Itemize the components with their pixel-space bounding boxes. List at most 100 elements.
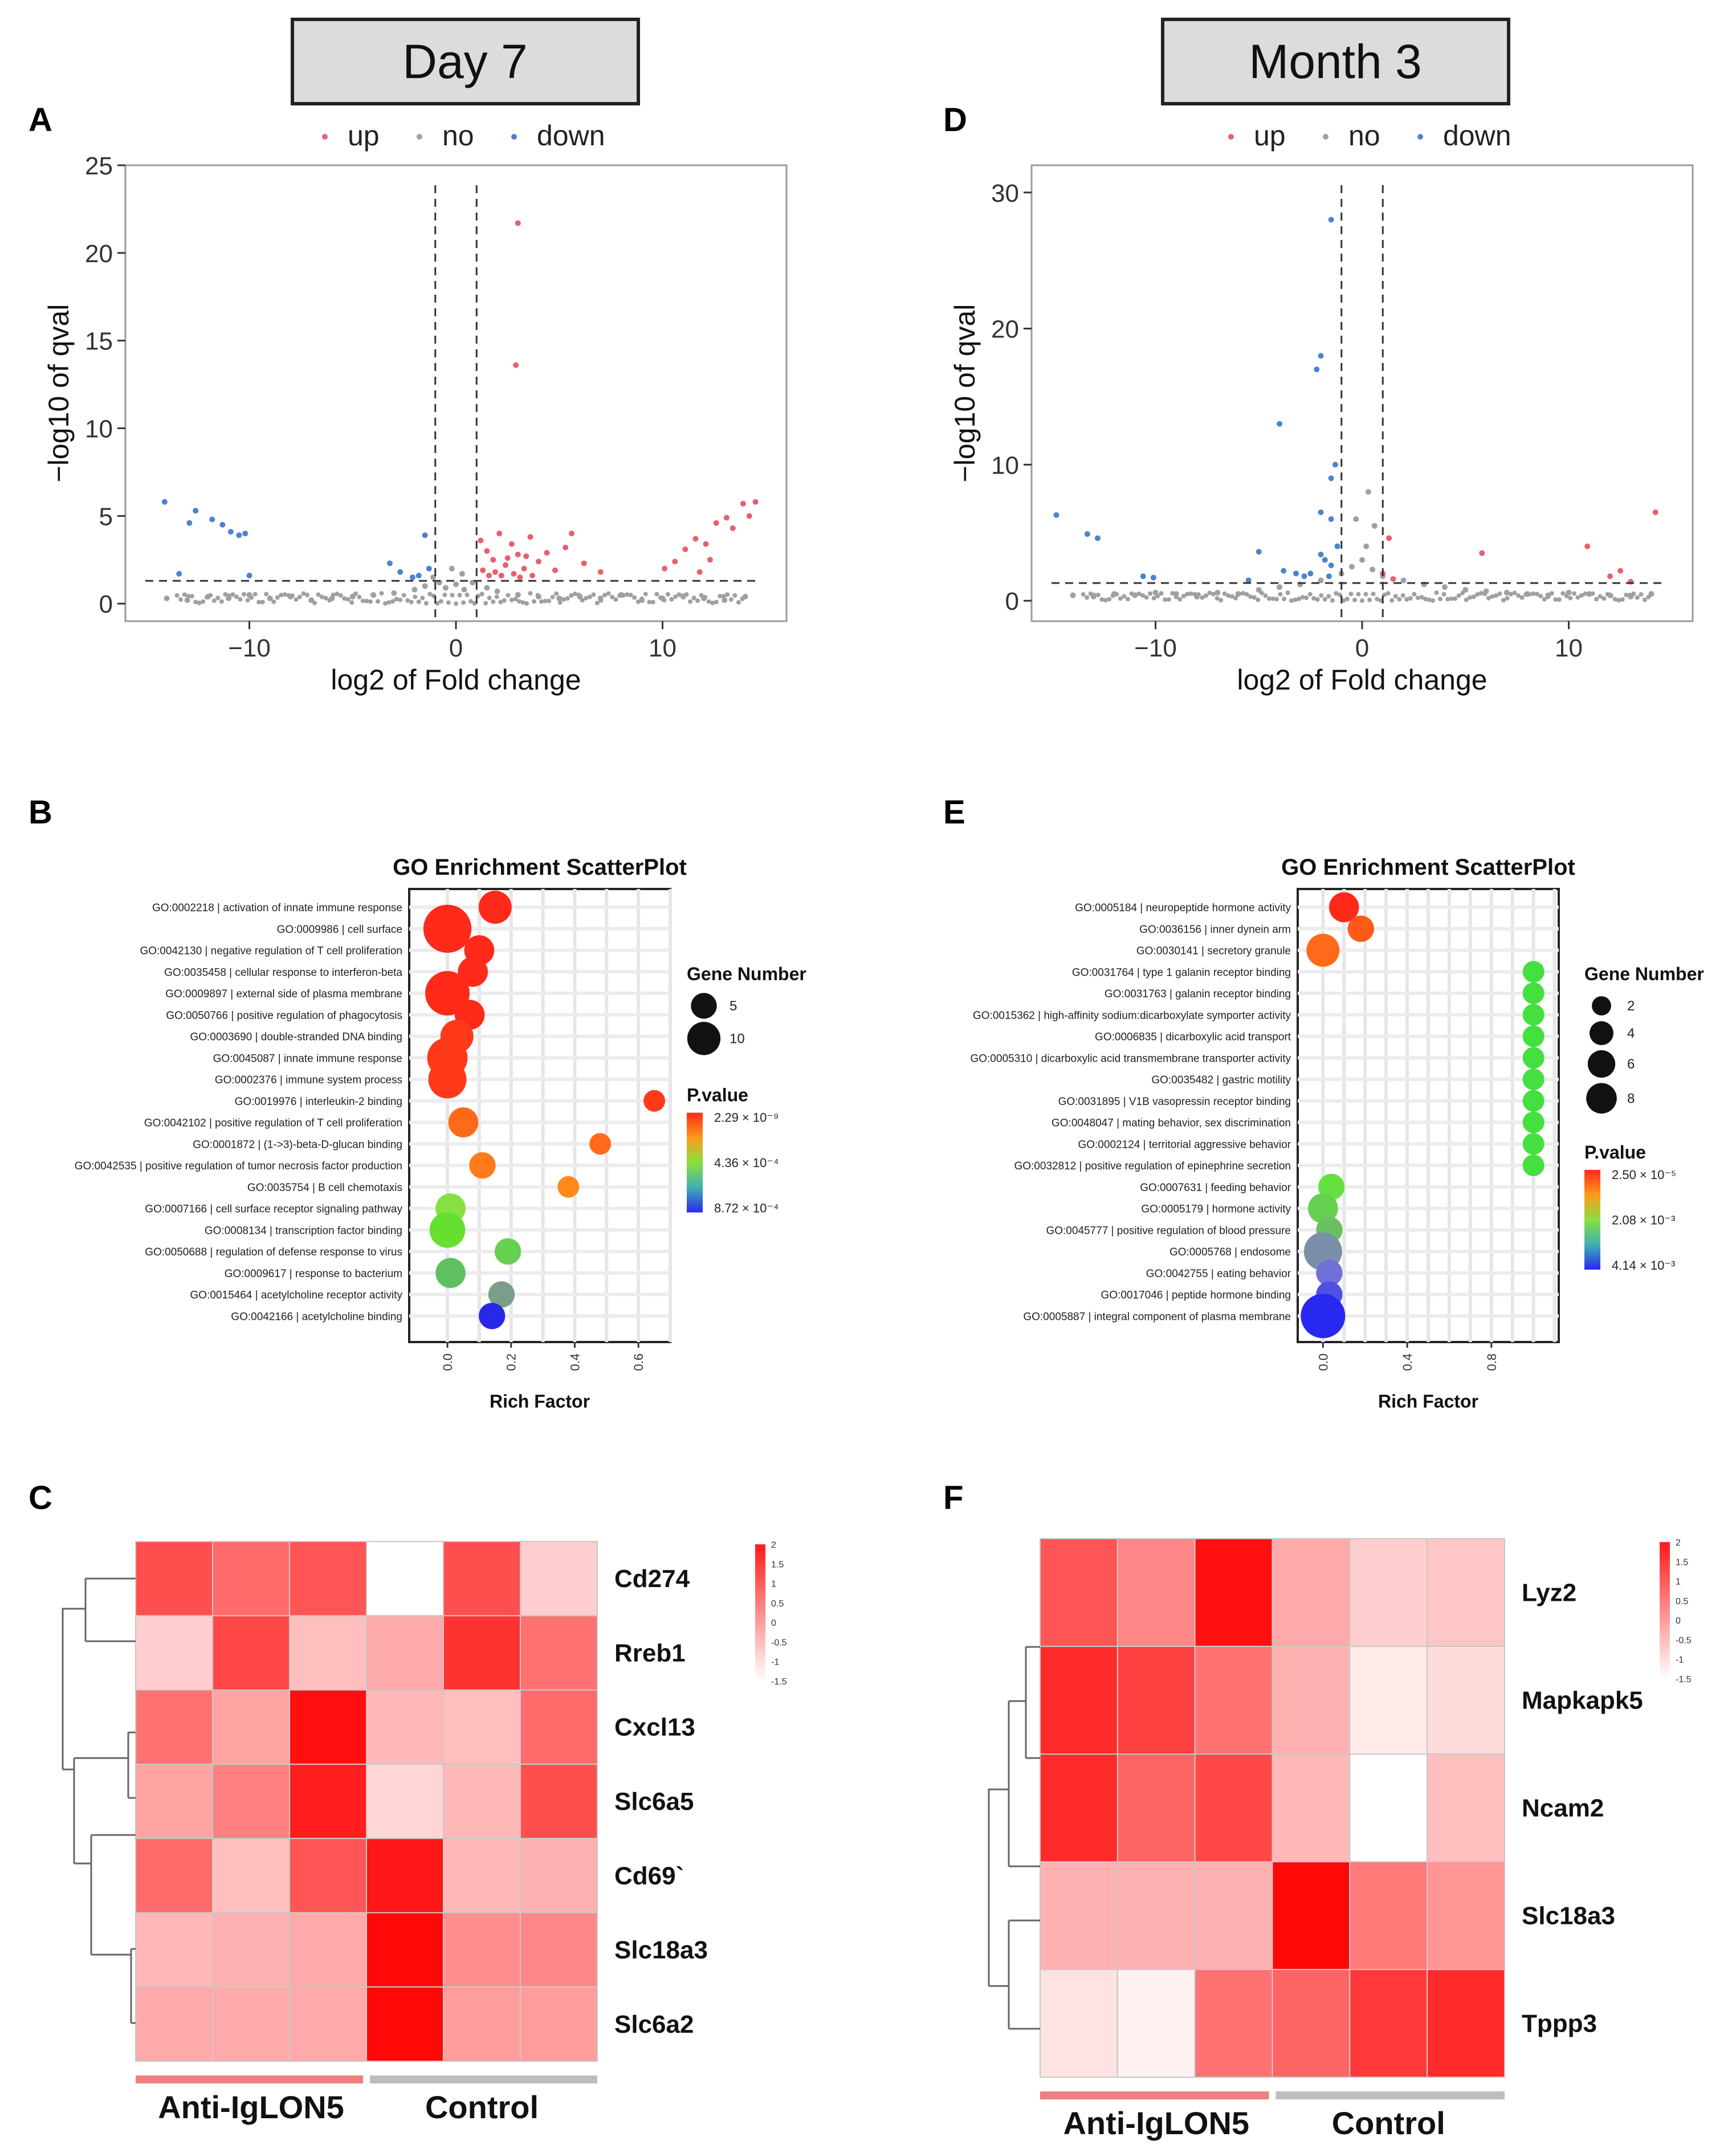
- point-no: [464, 592, 470, 597]
- point-down: [1277, 421, 1282, 427]
- point-down: [1140, 573, 1146, 580]
- point-no: [1252, 595, 1257, 600]
- category-label: GO:0002376 | immune system process: [215, 1074, 402, 1086]
- x-axis-label: Rich Factor: [490, 1391, 590, 1412]
- point-no: [1341, 598, 1346, 603]
- point-no: [1326, 594, 1331, 599]
- point-no: [1415, 596, 1420, 601]
- group-label-control: Control: [1332, 2105, 1445, 2141]
- point-no: [1575, 595, 1580, 600]
- x-tick-label: 0.0: [441, 1353, 455, 1371]
- row-label: Rreb1: [614, 1639, 686, 1667]
- bubble: [479, 1303, 506, 1330]
- point-no: [342, 596, 347, 601]
- bubble: [1522, 1111, 1545, 1133]
- heatmap-cell: [135, 1912, 213, 1988]
- heatmap-cell: [1349, 1753, 1428, 1862]
- size-legend-title: Gene Number: [1584, 964, 1704, 984]
- point-up: [1617, 568, 1624, 574]
- point-no: [1462, 587, 1469, 593]
- heatmap-cell: [212, 1541, 290, 1617]
- heatmap-cell: [443, 1763, 521, 1840]
- point-no: [1297, 597, 1302, 602]
- heatmap-cell: [289, 1986, 367, 2062]
- category-label: GO:0048047 | mating behavior, sex discri…: [1052, 1118, 1291, 1129]
- point-down: [1318, 509, 1324, 515]
- heatmap-cell: [1427, 1646, 1506, 1755]
- point-down: [1245, 577, 1252, 584]
- color-legend-label: 2.08 × 10⁻³: [1612, 1213, 1675, 1227]
- point-no: [1400, 593, 1405, 598]
- heatmap-cell: [1272, 1538, 1351, 1647]
- colorbar-label: 2: [771, 1540, 776, 1550]
- category-label: GO:0050688 | regulation of defense respo…: [145, 1246, 402, 1258]
- point-no: [610, 594, 615, 600]
- point-no: [1118, 596, 1123, 601]
- point-no: [422, 583, 428, 589]
- heatmap-cell: [1040, 1969, 1118, 2078]
- point-no: [349, 593, 356, 600]
- point-no: [1266, 596, 1272, 601]
- category-label: GO:0035482 | gastric motility: [1151, 1074, 1291, 1086]
- point-no: [1505, 596, 1510, 601]
- point-up: [513, 362, 519, 368]
- category-label: GO:0005768 | endosome: [1169, 1246, 1291, 1258]
- point-up: [517, 574, 523, 581]
- bubble: [1316, 1259, 1343, 1286]
- color-legend-label: 4.14 × 10⁻³: [1612, 1258, 1675, 1273]
- point-no: [1353, 516, 1359, 522]
- x-tick-label: 0.8: [1485, 1353, 1499, 1371]
- point-no: [401, 593, 406, 598]
- point-no: [1229, 594, 1234, 599]
- colorbar-label: -1: [771, 1658, 779, 1667]
- point-no: [1438, 597, 1443, 602]
- point-no: [1397, 597, 1402, 602]
- point-no: [487, 596, 492, 601]
- x-tick-label: −10: [1134, 634, 1177, 662]
- point-no: [1453, 596, 1458, 601]
- point-down: [426, 565, 432, 572]
- point-no: [1375, 597, 1380, 602]
- point-no: [1434, 590, 1439, 596]
- x-tick-label: 0.4: [1400, 1353, 1415, 1371]
- point-no: [1233, 596, 1238, 601]
- heatmap-cell: [1194, 1753, 1273, 1862]
- point-no: [1607, 592, 1613, 598]
- bubble: [1318, 1173, 1345, 1200]
- point-no: [1166, 597, 1171, 602]
- point-no: [411, 586, 418, 593]
- point-no: [316, 592, 321, 597]
- point-no: [1545, 592, 1551, 598]
- point-no: [1181, 593, 1186, 598]
- color-legend-title: P.value: [1584, 1142, 1646, 1163]
- point-down: [1293, 570, 1299, 577]
- category-label: GO:0001872 | (1->3)-beta-D-glucan bindin…: [193, 1139, 402, 1151]
- point-no: [1359, 557, 1365, 563]
- point-no: [215, 596, 221, 601]
- point-down: [1095, 535, 1101, 541]
- point-no: [1188, 591, 1193, 596]
- point-no: [643, 592, 648, 597]
- point-no: [1132, 592, 1138, 598]
- size-legend-label: 4: [1627, 1026, 1635, 1041]
- point-no: [677, 592, 682, 597]
- point-down: [1281, 568, 1287, 574]
- point-no: [279, 593, 284, 598]
- point-no: [1648, 591, 1655, 597]
- point-no: [219, 599, 224, 604]
- size-legend-label: 6: [1627, 1057, 1635, 1072]
- point-no: [1095, 593, 1101, 598]
- point-no: [602, 593, 607, 598]
- point-no: [625, 592, 630, 597]
- colorbar-label: 1.5: [771, 1560, 784, 1569]
- heatmap-cell: [289, 1615, 367, 1691]
- row-label: Slc18a3: [1522, 1902, 1615, 1930]
- heatmap-cell: [135, 1986, 213, 2062]
- point-no: [308, 597, 315, 603]
- point-no: [736, 600, 741, 605]
- point-no: [1111, 591, 1117, 597]
- point-no: [1203, 593, 1208, 598]
- point-up: [713, 520, 719, 526]
- heatmap-cell: [1427, 1969, 1506, 2078]
